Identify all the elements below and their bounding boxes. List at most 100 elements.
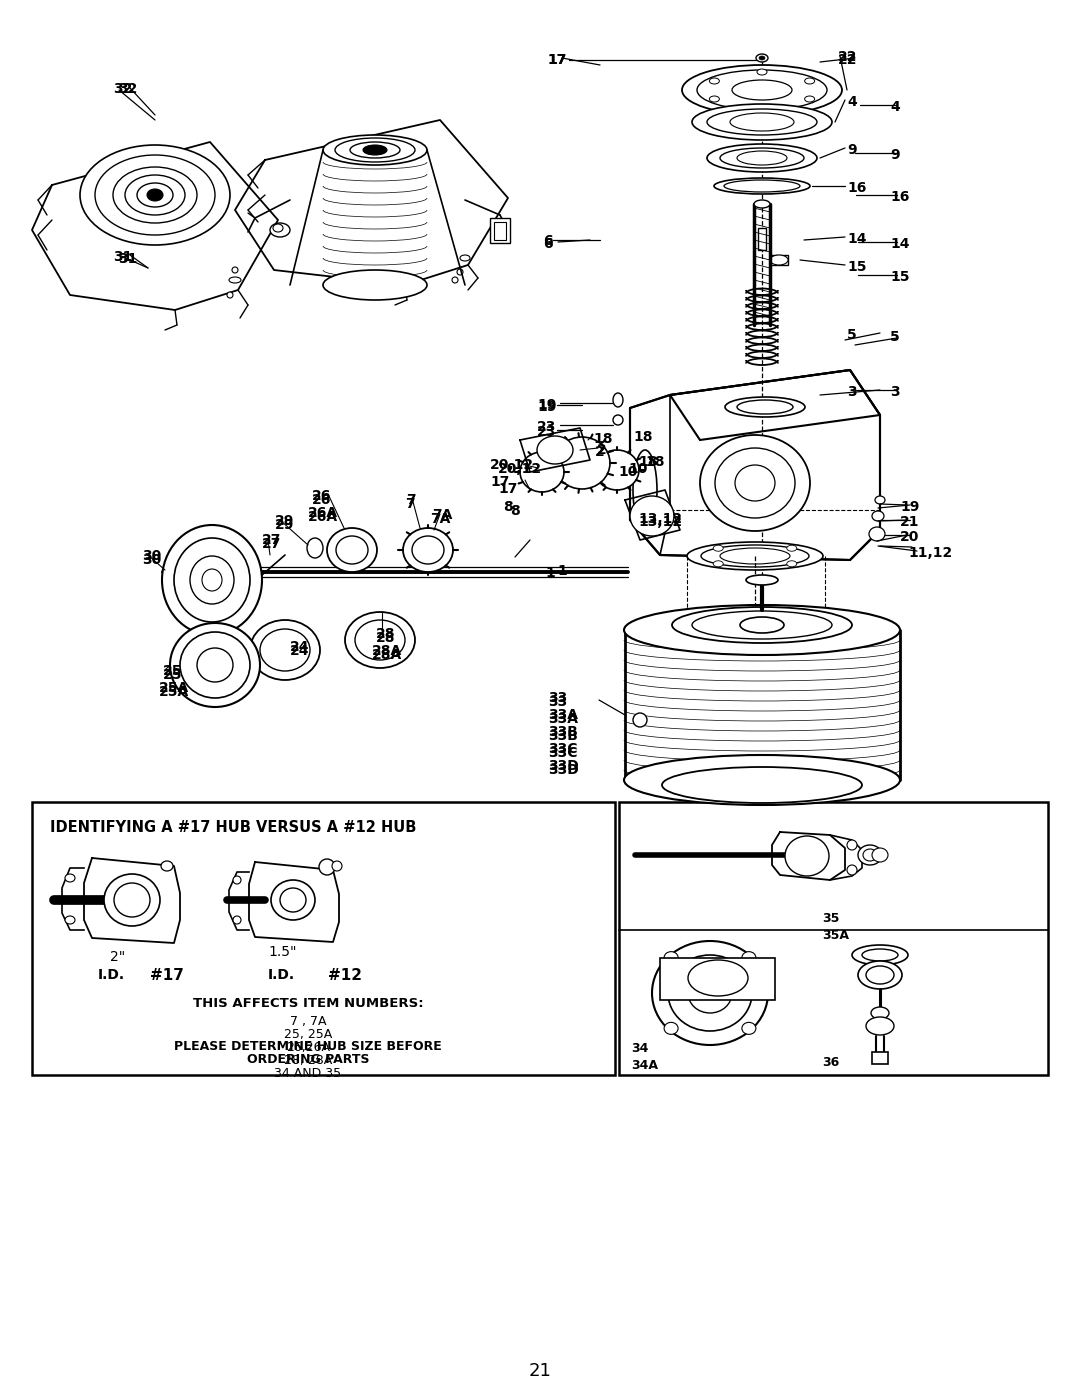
Text: 7A: 7A [432, 509, 453, 522]
Text: 31: 31 [113, 250, 133, 264]
Text: I.D.: I.D. [98, 968, 125, 982]
Ellipse shape [335, 138, 415, 162]
Ellipse shape [805, 78, 814, 84]
Text: 3: 3 [847, 386, 856, 400]
Text: 33A: 33A [548, 712, 578, 726]
Ellipse shape [852, 944, 908, 965]
Ellipse shape [114, 883, 150, 916]
Text: 24: 24 [291, 640, 310, 654]
Text: 34 AND 35: 34 AND 35 [274, 1067, 341, 1080]
Text: 17: 17 [546, 53, 566, 67]
Text: 13,12: 13,12 [638, 511, 683, 527]
Text: 9: 9 [890, 148, 900, 162]
Ellipse shape [323, 136, 427, 165]
Ellipse shape [190, 556, 234, 604]
Text: 33C: 33C [548, 742, 578, 756]
Ellipse shape [613, 415, 623, 425]
Text: 10: 10 [627, 462, 647, 476]
Text: 19: 19 [537, 400, 556, 414]
Ellipse shape [735, 465, 775, 502]
Text: 14: 14 [890, 237, 909, 251]
Text: 18: 18 [638, 455, 658, 469]
Ellipse shape [692, 103, 832, 140]
Ellipse shape [197, 648, 233, 682]
Ellipse shape [232, 267, 238, 272]
Text: 6: 6 [543, 235, 553, 249]
Text: 22: 22 [838, 50, 858, 64]
Text: 23: 23 [537, 420, 556, 434]
Text: 15: 15 [847, 260, 866, 274]
Text: 28A: 28A [372, 648, 402, 662]
Text: 21: 21 [900, 515, 919, 529]
Text: IDENTIFYING A #17 HUB VERSUS A #12 HUB: IDENTIFYING A #17 HUB VERSUS A #12 HUB [50, 820, 417, 835]
Text: 22: 22 [838, 53, 858, 67]
Text: I.D.: I.D. [268, 968, 295, 982]
Ellipse shape [687, 542, 823, 570]
Ellipse shape [858, 845, 882, 865]
Text: PLEASE DETERMINE HUB SIZE BEFORE: PLEASE DETERMINE HUB SIZE BEFORE [174, 1039, 442, 1053]
Text: 26A: 26A [308, 506, 338, 520]
Ellipse shape [65, 916, 75, 923]
Ellipse shape [724, 180, 800, 191]
Ellipse shape [664, 1023, 678, 1034]
Bar [770, 256, 788, 265]
Text: 8: 8 [510, 504, 519, 518]
Text: 7A: 7A [430, 511, 450, 527]
Ellipse shape [233, 876, 241, 884]
Ellipse shape [701, 545, 809, 567]
Text: 17: 17 [546, 53, 566, 67]
Ellipse shape [161, 861, 173, 870]
Ellipse shape [350, 142, 400, 158]
Text: 33B: 33B [548, 725, 578, 739]
Ellipse shape [271, 880, 315, 921]
Ellipse shape [336, 536, 368, 564]
Ellipse shape [754, 200, 770, 208]
Ellipse shape [737, 151, 787, 165]
Text: 7 , 7A: 7 , 7A [289, 1016, 326, 1028]
Text: ORDERING PARTS: ORDERING PARTS [246, 1053, 369, 1066]
Ellipse shape [307, 538, 323, 557]
Ellipse shape [457, 270, 463, 275]
Text: 25: 25 [163, 668, 183, 682]
Ellipse shape [872, 511, 885, 521]
Ellipse shape [345, 612, 415, 668]
Text: 18: 18 [645, 455, 664, 469]
Text: 16: 16 [890, 190, 909, 204]
Ellipse shape [681, 66, 842, 115]
Ellipse shape [714, 177, 810, 194]
Text: #17: #17 [150, 968, 184, 983]
Ellipse shape [720, 148, 804, 168]
Ellipse shape [633, 450, 657, 529]
Text: 26,26A: 26,26A [286, 1041, 330, 1053]
Text: 34A: 34A [631, 1059, 658, 1071]
Text: 6: 6 [543, 237, 553, 251]
Ellipse shape [737, 400, 793, 414]
Text: 29: 29 [275, 518, 295, 532]
Text: 26: 26 [312, 489, 332, 503]
Text: 9: 9 [847, 142, 856, 156]
Ellipse shape [720, 548, 789, 564]
Text: 33: 33 [548, 692, 567, 705]
Bar [619, 802, 1048, 1076]
Ellipse shape [633, 712, 647, 726]
Text: 25, 25A: 25, 25A [284, 1028, 333, 1041]
Ellipse shape [875, 496, 885, 504]
Bar [490, 218, 510, 243]
Ellipse shape [113, 168, 197, 224]
Ellipse shape [630, 496, 674, 536]
Ellipse shape [229, 277, 241, 284]
Ellipse shape [805, 96, 814, 102]
Text: 17: 17 [490, 475, 510, 489]
Text: 33B: 33B [548, 729, 578, 743]
Ellipse shape [147, 189, 163, 201]
Ellipse shape [664, 951, 678, 964]
Text: 32: 32 [113, 82, 133, 96]
Ellipse shape [785, 835, 829, 876]
Ellipse shape [757, 68, 767, 75]
Text: 33C: 33C [548, 746, 578, 760]
Text: 25A: 25A [159, 680, 189, 694]
Text: 31: 31 [118, 251, 137, 265]
Ellipse shape [759, 56, 765, 60]
Text: 5: 5 [847, 328, 856, 342]
Text: 1: 1 [557, 564, 567, 578]
